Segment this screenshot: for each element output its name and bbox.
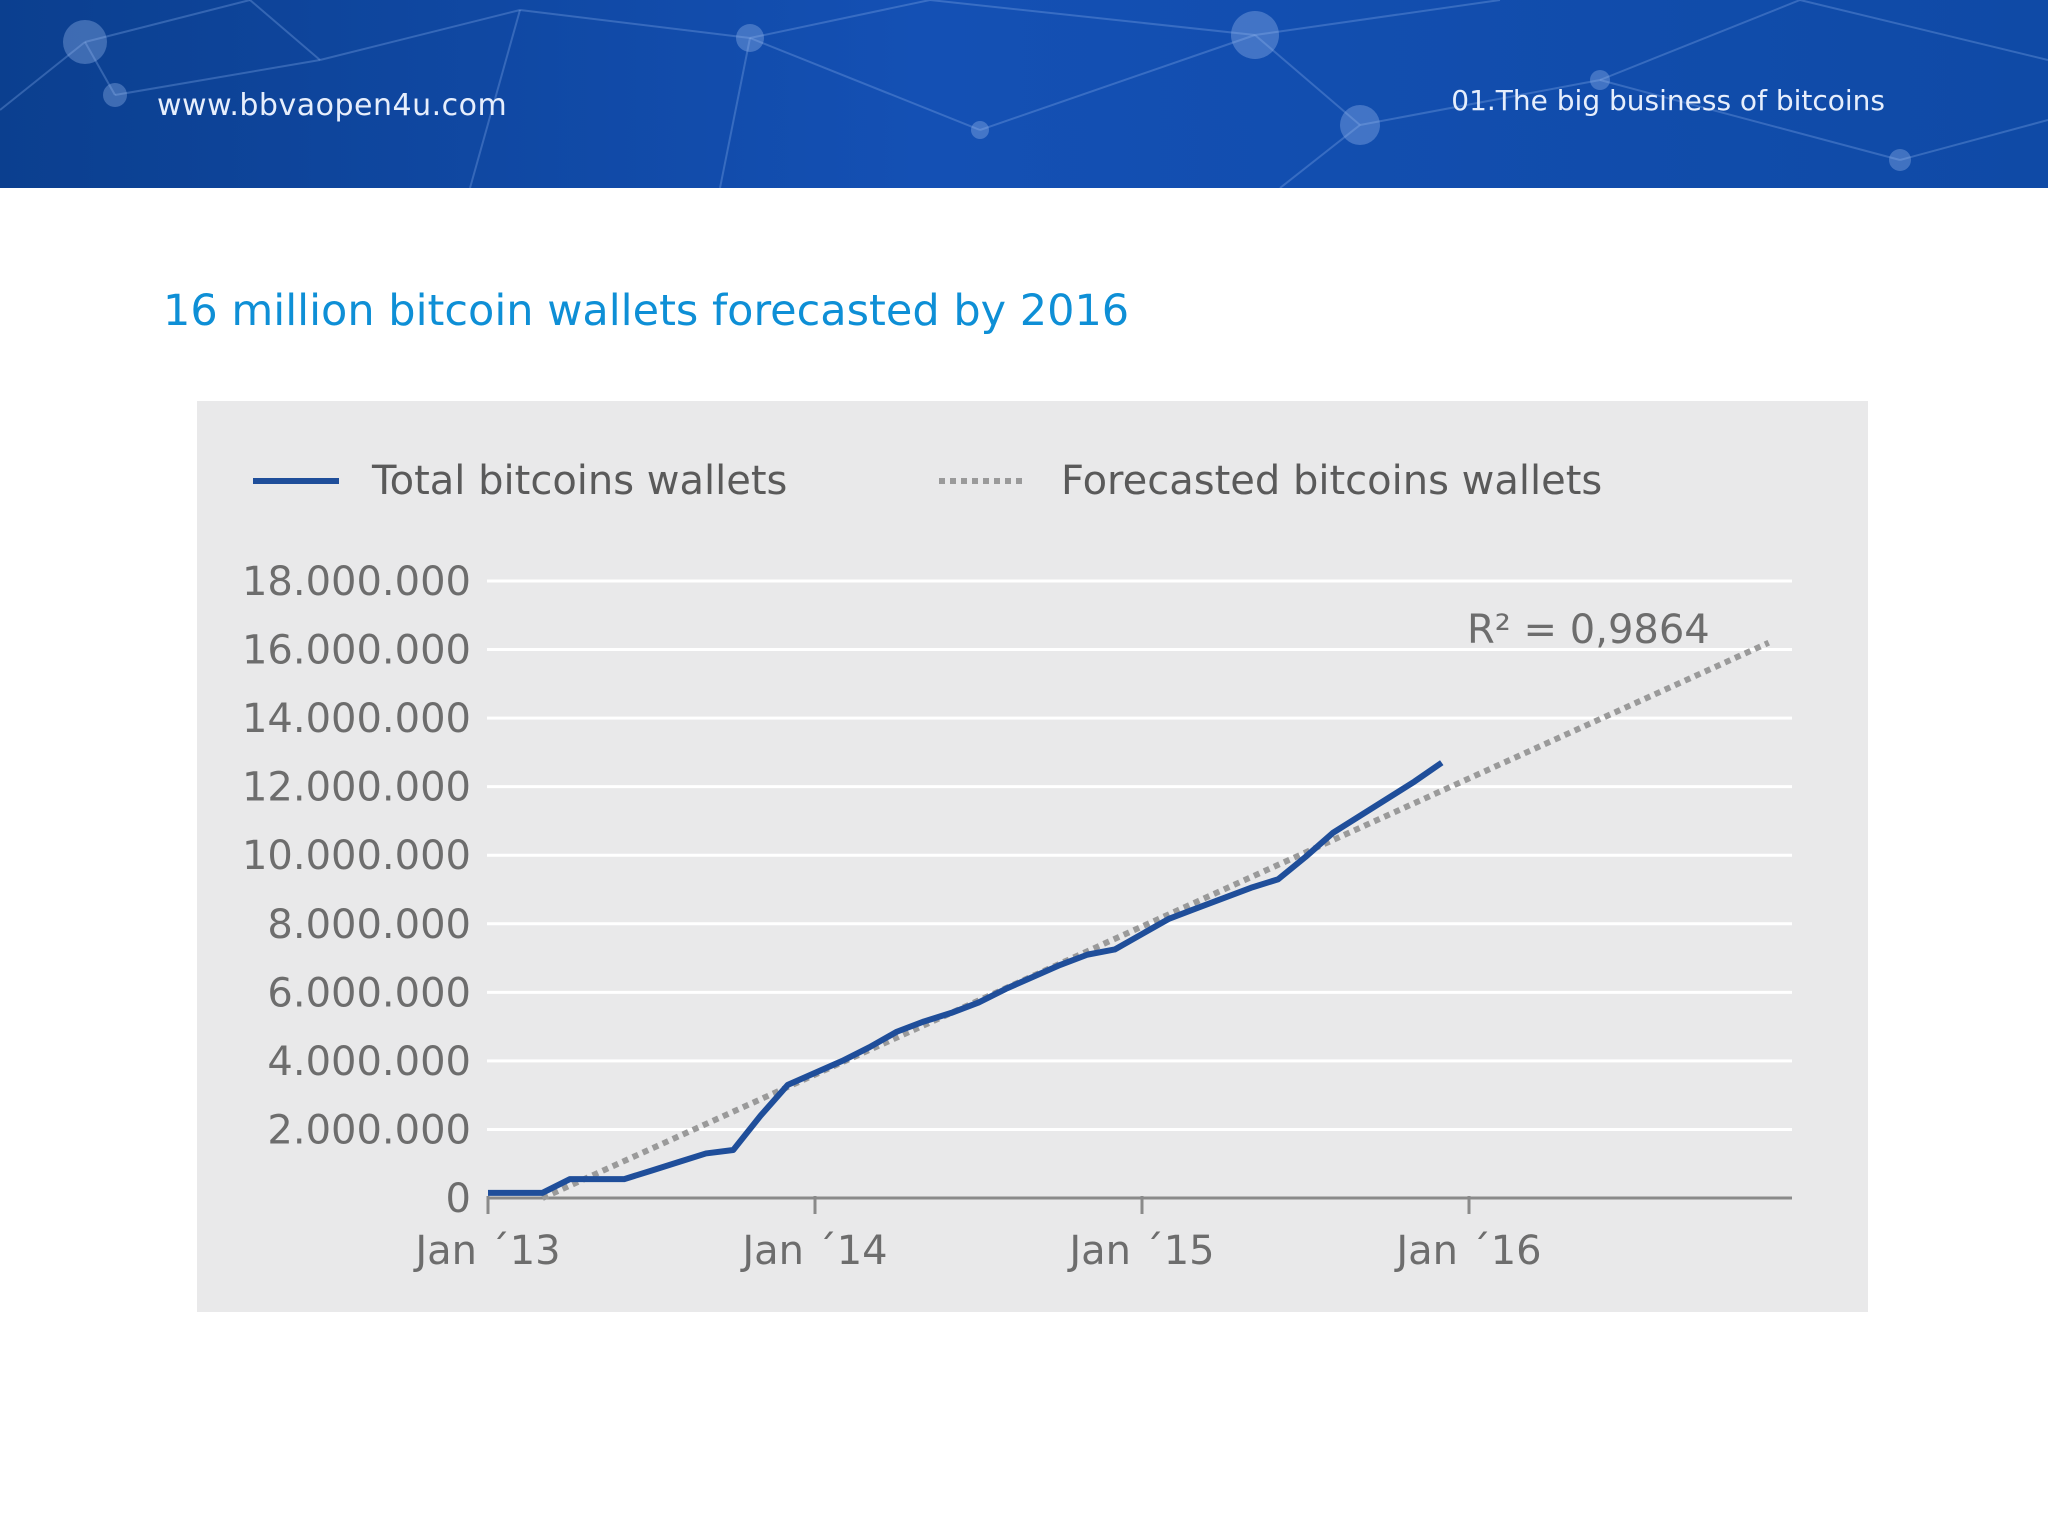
- x-axis: Jan ´13 Jan ´14 Jan ´15 Jan ´16: [412, 1196, 1792, 1274]
- y-tick-label: 4.000.000: [267, 1039, 471, 1085]
- legend-label-forecast: Forecasted bitcoins wallets: [1061, 458, 1602, 504]
- chart-gridlines: [487, 579, 1792, 1131]
- x-tick-label: Jan ´16: [1393, 1228, 1541, 1274]
- network-background-graphic: [0, 0, 2048, 188]
- page-title: 16 million bitcoin wallets forecasted by…: [163, 286, 1130, 336]
- line-chart: Total bitcoins wallets Forecasted bitcoi…: [242, 458, 1792, 1274]
- y-tick-label: 16.000.000: [242, 628, 471, 674]
- legend-label-total: Total bitcoins wallets: [371, 458, 787, 504]
- y-tick-label: 18.000.000: [242, 559, 471, 605]
- y-tick-label: 6.000.000: [267, 970, 471, 1016]
- x-tick-label: Jan ´13: [412, 1228, 560, 1274]
- section-label: 01.The big business of bitcoins: [1451, 84, 1885, 117]
- chart-series: [487, 639, 1770, 1201]
- chart-annotations: R² = 0,9864: [1467, 607, 1710, 653]
- y-tick-label: 0: [446, 1176, 471, 1222]
- series-line-total-bitcoins-wallets: [488, 760, 1444, 1196]
- chart-legend: Total bitcoins wallets Forecasted bitcoi…: [253, 458, 1602, 504]
- series-line-forecasted-bitcoins-wallets: [541, 639, 1770, 1201]
- x-tick-label: Jan ´14: [739, 1228, 887, 1274]
- chart-panel: Total bitcoins wallets Forecasted bitcoi…: [197, 401, 1868, 1312]
- header-banner: www.bbvaopen4u.com 01.The big business o…: [0, 0, 2048, 188]
- site-url[interactable]: www.bbvaopen4u.com: [157, 88, 508, 123]
- y-tick-label: 14.000.000: [242, 696, 471, 742]
- y-tick-label: 2.000.000: [267, 1107, 471, 1153]
- y-axis-ticks: 0 2.000.000 4.000.000 6.000.000 8.000.000 10.…: [242, 559, 471, 1222]
- y-tick-label: 12.000.000: [242, 765, 471, 811]
- x-tick-label: Jan ´15: [1066, 1228, 1214, 1274]
- y-tick-label: 10.000.000: [242, 833, 471, 879]
- y-tick-label: 8.000.000: [267, 902, 471, 948]
- r-squared-annotation: R² = 0,9864: [1467, 607, 1710, 653]
